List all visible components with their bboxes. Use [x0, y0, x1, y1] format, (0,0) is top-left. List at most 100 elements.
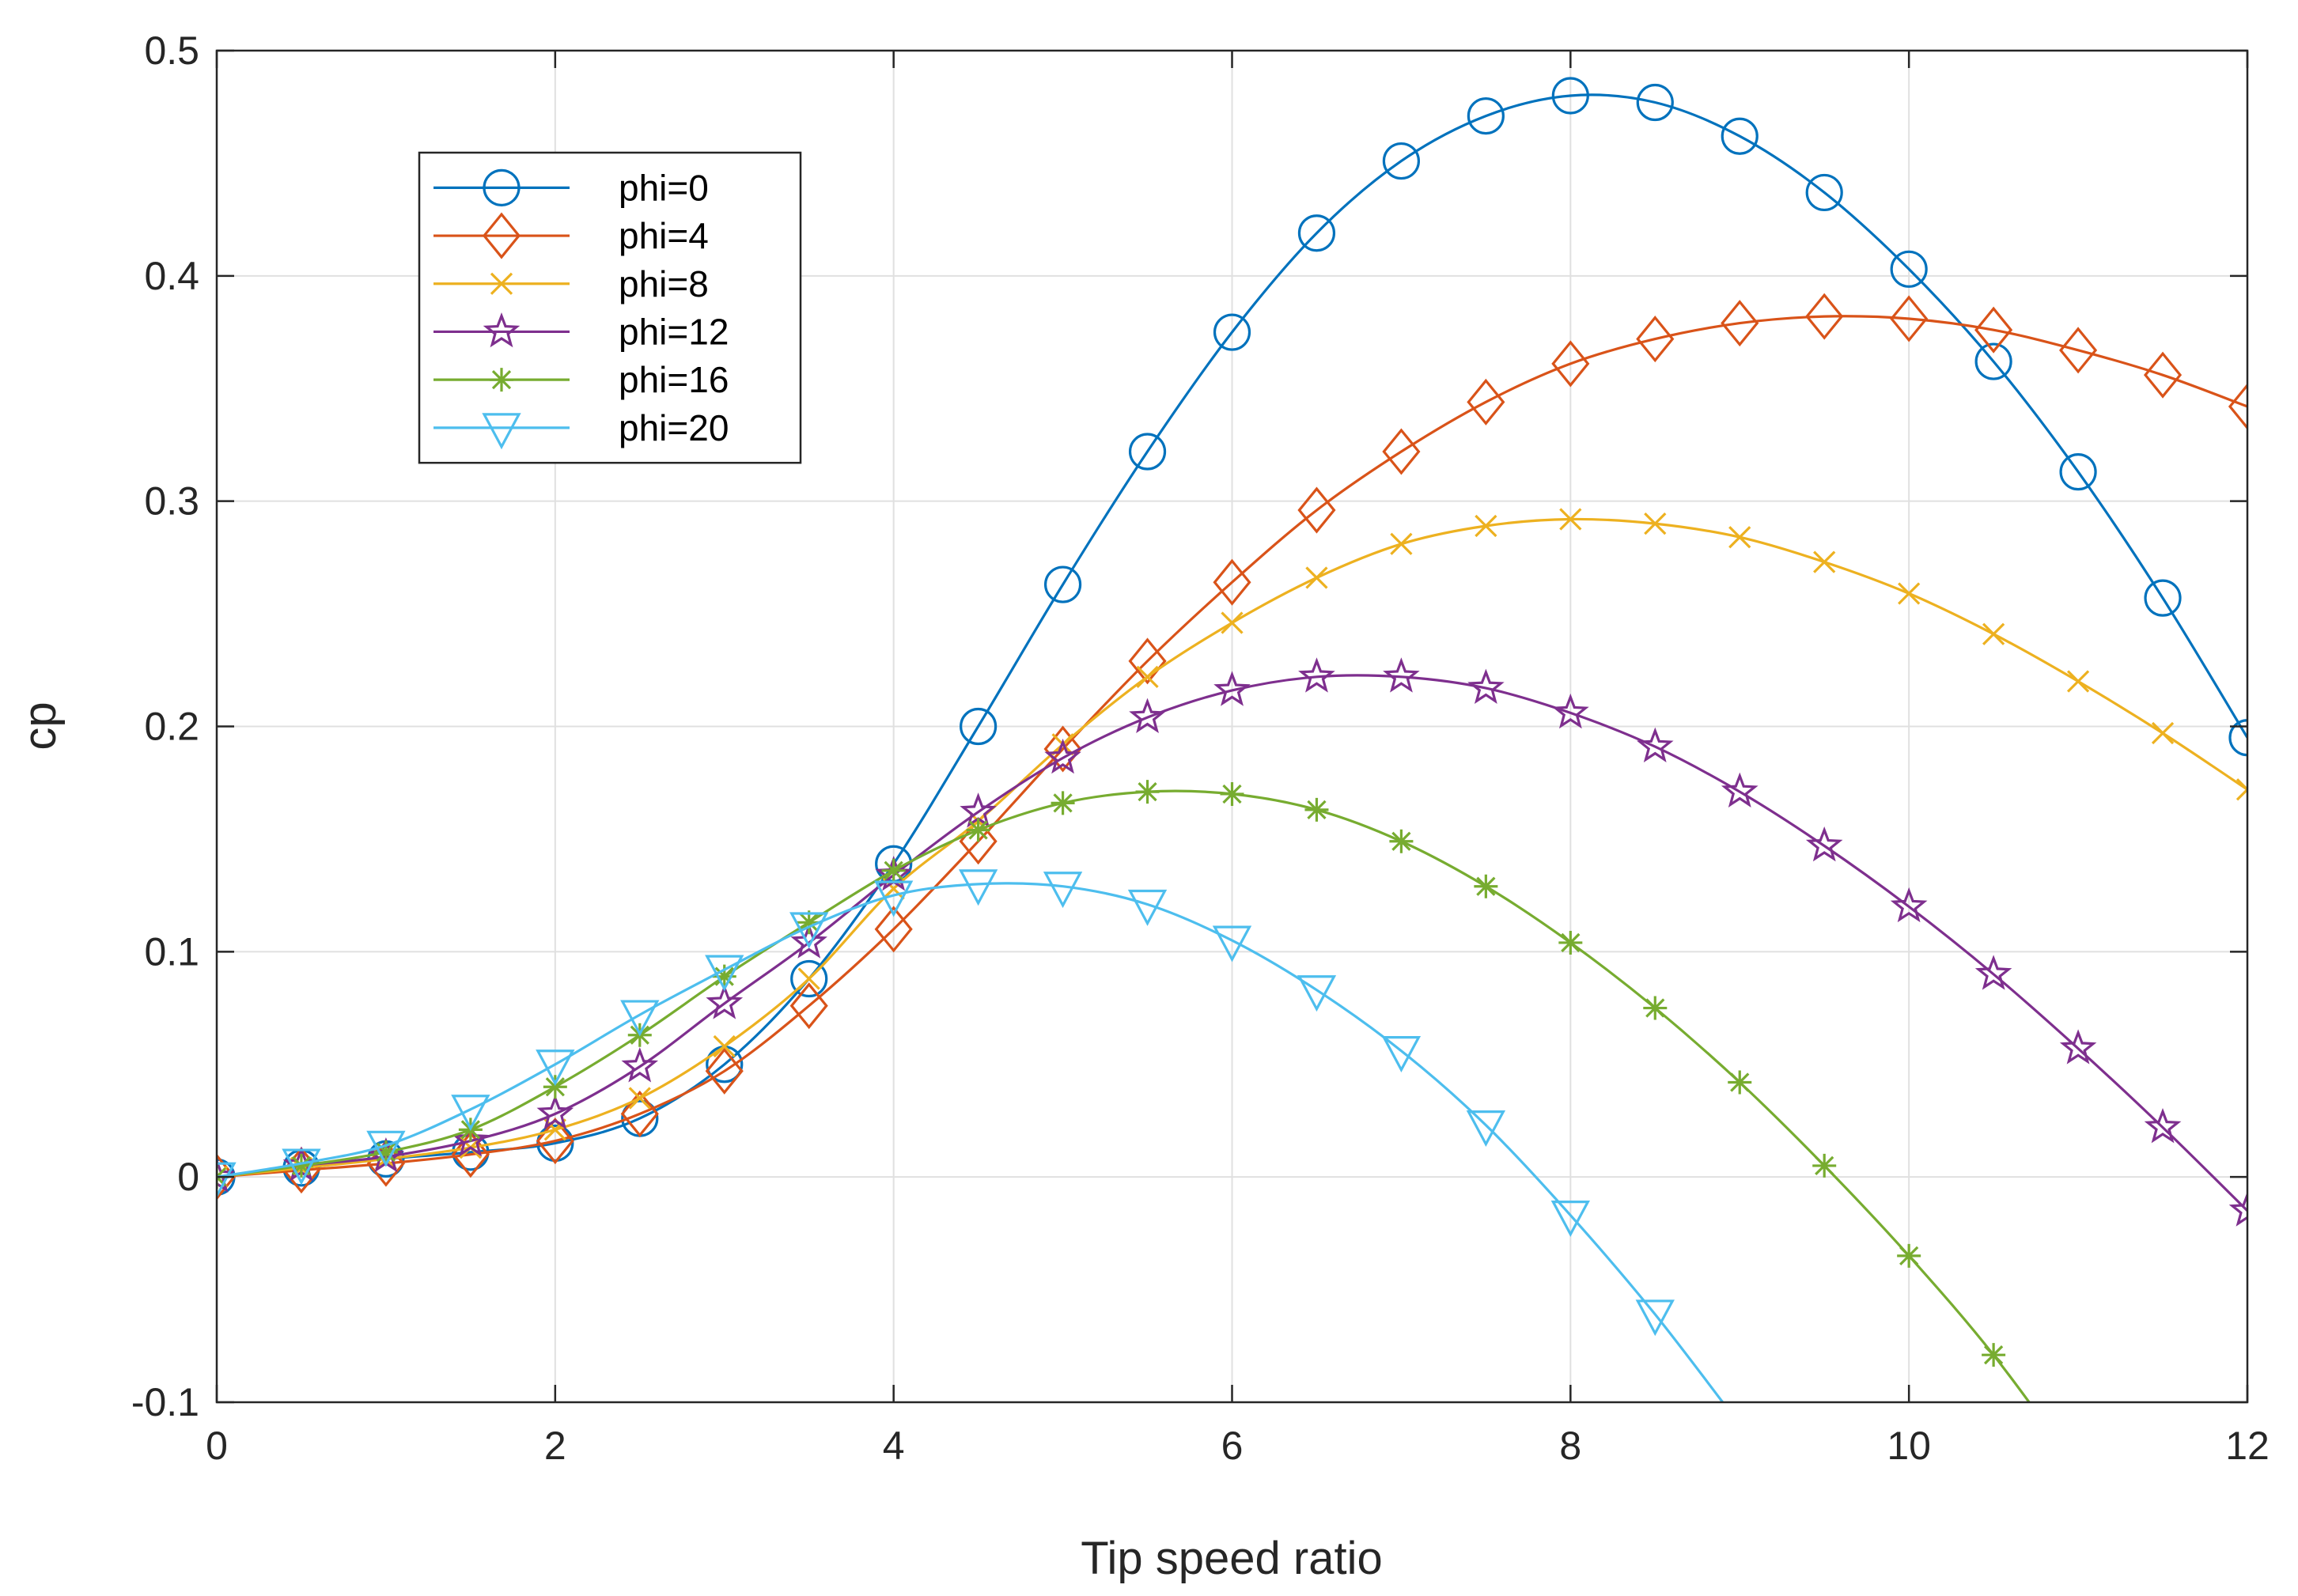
data-point-phi-8 — [1136, 665, 1159, 688]
data-point-phi-0 — [790, 959, 828, 998]
data-point-phi-0 — [1382, 142, 1421, 180]
data-point-phi-0 — [1636, 83, 1674, 122]
y-tick-label: 0 — [177, 1155, 199, 1199]
data-point-phi-0 — [1043, 565, 1082, 603]
y-tick-label: 0.5 — [144, 28, 199, 73]
data-point-phi-12 — [1805, 826, 1843, 862]
data-point-phi-16 — [966, 818, 990, 842]
data-point-phi-0 — [1890, 250, 1928, 288]
data-point-phi-0 — [2228, 719, 2247, 757]
x-tick-label: 6 — [1221, 1424, 1244, 1468]
data-point-phi-8 — [1898, 582, 1921, 605]
data-point-phi-4 — [874, 906, 913, 953]
data-point-phi-20 — [1127, 889, 1168, 926]
legend-label: phi=8 — [619, 263, 709, 304]
x-tick-label: 2 — [544, 1424, 566, 1468]
series-line-phi-20 — [217, 882, 1724, 1402]
data-point-phi-16 — [1897, 1243, 1921, 1268]
data-point-phi-8 — [1305, 566, 1328, 589]
data-point-phi-20 — [873, 880, 914, 917]
data-point-phi-4 — [1043, 725, 1082, 773]
data-point-phi-8 — [797, 967, 820, 990]
data-point-phi-12 — [1552, 693, 1589, 729]
data-point-phi-20 — [620, 1000, 660, 1037]
legend-entry-phi-12: phi=12 — [433, 311, 729, 352]
series-phi-12 — [217, 657, 2247, 1227]
data-point-phi-4 — [1974, 306, 2013, 354]
data-point-phi-20 — [1381, 1036, 1422, 1073]
data-point-phi-8 — [1644, 512, 1667, 535]
data-point-phi-12 — [1637, 727, 1674, 762]
data-point-phi-16 — [1812, 1153, 1837, 1178]
data-point-phi-12 — [790, 923, 827, 959]
data-point-phi-20 — [1466, 1110, 1506, 1148]
legend-label: phi=16 — [619, 359, 729, 400]
legend-marker — [483, 168, 521, 206]
data-point-phi-8 — [1390, 532, 1413, 555]
data-point-phi-0 — [1128, 433, 1167, 471]
data-point-phi-4 — [1128, 637, 1167, 685]
data-point-phi-12 — [706, 984, 744, 1019]
data-point-phi-4 — [620, 1090, 659, 1137]
data-point-phi-8 — [2066, 670, 2090, 693]
data-point-phi-4 — [217, 1153, 237, 1201]
data-point-phi-16 — [1558, 930, 1583, 955]
data-point-phi-20 — [1635, 1299, 1675, 1337]
data-point-phi-12 — [1974, 955, 2012, 990]
data-point-phi-12 — [2059, 1029, 2097, 1065]
data-point-phi-0 — [1213, 313, 1251, 351]
data-point-phi-16 — [289, 1153, 313, 1178]
data-point-phi-12 — [1721, 772, 1759, 807]
data-point-phi-12 — [1383, 657, 1420, 693]
legend-entry-phi-8: phi=8 — [433, 263, 709, 304]
legend-box — [418, 151, 802, 464]
series-phi-20 — [217, 869, 1724, 1402]
data-point-phi-0 — [1551, 77, 1589, 115]
x-tick-label: 10 — [1887, 1424, 1931, 1468]
data-point-phi-16 — [1135, 780, 1160, 804]
data-point-phi-16 — [797, 910, 821, 935]
data-point-phi-12 — [536, 1094, 574, 1130]
data-point-phi-20 — [536, 1050, 575, 1087]
data-point-phi-16 — [1982, 1343, 2006, 1367]
y-tick-label: 0.2 — [144, 705, 199, 749]
data-point-phi-0 — [960, 707, 998, 746]
data-point-phi-20 — [705, 955, 744, 992]
data-point-phi-8 — [713, 1034, 736, 1058]
y-axis-title: cp — [14, 702, 66, 750]
data-point-phi-20 — [1297, 975, 1337, 1012]
data-point-phi-4 — [1382, 428, 1421, 475]
data-point-phi-12 — [1890, 887, 1928, 923]
x-tick-label: 12 — [2225, 1424, 2270, 1468]
y-tick-label: 0.3 — [144, 479, 199, 524]
data-point-phi-20 — [958, 869, 998, 906]
y-tick-label: 0.4 — [144, 254, 199, 298]
ticks: 0 2 4 6 8 10 12-0.100.10.20.30.40.5 — [131, 28, 2270, 1468]
series-line-phi-0 — [217, 93, 2247, 1178]
legend-entry-phi-0: phi=0 — [433, 167, 709, 208]
data-point-phi-0 — [1721, 117, 1759, 155]
data-point-phi-0 — [1805, 173, 1843, 212]
data-point-phi-0 — [2144, 579, 2182, 617]
data-point-phi-20 — [1212, 925, 1252, 963]
data-point-phi-20 — [366, 1130, 406, 1167]
data-point-phi-8 — [1559, 508, 1582, 531]
data-point-phi-16 — [1728, 1070, 1752, 1095]
data-point-phi-4 — [1467, 378, 1505, 425]
x-tick-label: 4 — [883, 1424, 905, 1468]
data-point-phi-4 — [1636, 316, 1675, 363]
data-point-phi-4 — [1805, 293, 1844, 340]
data-point-phi-12 — [1298, 657, 1335, 693]
legend-entry-phi-20: phi=20 — [433, 407, 729, 450]
data-point-phi-20 — [789, 912, 829, 949]
data-point-phi-12 — [452, 1121, 490, 1157]
data-point-phi-16 — [1389, 829, 1414, 853]
data-point-phi-16 — [1051, 791, 1075, 815]
legend-entry-phi-16: phi=16 — [433, 359, 729, 400]
data-point-phi-16 — [1474, 874, 1498, 898]
data-point-phi-12 — [217, 1157, 236, 1193]
data-point-phi-12 — [621, 1047, 659, 1083]
data-point-phi-16 — [1220, 781, 1244, 806]
legend-label: phi=4 — [619, 215, 709, 256]
data-point-phi-0 — [2059, 453, 2097, 491]
